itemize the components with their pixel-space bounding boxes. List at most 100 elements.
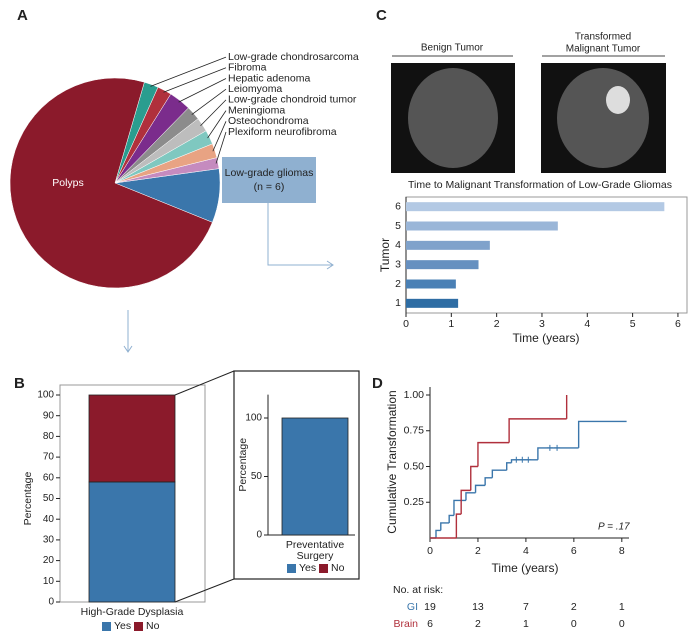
y-tick-label: 0.25 bbox=[404, 496, 425, 508]
step-segment bbox=[453, 499, 466, 516]
bar-segment bbox=[88, 394, 176, 483]
censor-mark bbox=[525, 456, 532, 463]
y-tick-label: 80 bbox=[43, 431, 55, 442]
bar bbox=[406, 240, 490, 250]
y-tick-label: 1 bbox=[395, 297, 401, 309]
risk-count: 0 bbox=[619, 618, 625, 630]
x-tick-label: 4 bbox=[523, 545, 529, 557]
step-segment bbox=[474, 484, 486, 493]
slice-label: Polyps bbox=[52, 177, 84, 189]
step-segment bbox=[448, 514, 454, 523]
step-segment bbox=[477, 441, 510, 467]
chart-title: Time to Malignant Transformation of Low-… bbox=[408, 179, 672, 191]
y-tick-label: 100 bbox=[37, 390, 54, 401]
arrow bbox=[123, 310, 133, 353]
slice-label: Hepatic adenoma bbox=[228, 72, 310, 84]
image-title: Transformed bbox=[575, 32, 631, 43]
leader-line bbox=[207, 110, 227, 139]
censor-mark bbox=[546, 444, 553, 451]
step-segment bbox=[455, 513, 462, 538]
y-tick-label: 20 bbox=[43, 555, 55, 566]
step-segment bbox=[465, 492, 476, 501]
slice-label: Leiomyoma bbox=[228, 83, 282, 95]
bar bbox=[406, 202, 665, 212]
label-box bbox=[222, 157, 316, 203]
x-tick-label: 8 bbox=[619, 545, 625, 557]
step-segment bbox=[577, 420, 627, 448]
step-segment bbox=[460, 489, 471, 515]
legend-swatch bbox=[287, 564, 296, 573]
step-segment bbox=[508, 418, 567, 443]
x-tick-label: 0 bbox=[403, 318, 409, 330]
mri-brain bbox=[408, 68, 498, 168]
x-tick-label: 2 bbox=[475, 545, 481, 557]
bar-segment bbox=[281, 417, 349, 536]
step-segment bbox=[435, 529, 441, 538]
leader-line bbox=[178, 78, 227, 103]
bar bbox=[406, 260, 479, 270]
censor-mark bbox=[554, 444, 561, 451]
image-title: Malignant Tumor bbox=[566, 44, 641, 55]
risk-count: 0 bbox=[571, 618, 577, 630]
legend-swatch bbox=[319, 564, 328, 573]
x-tick-label: 2 bbox=[494, 318, 500, 330]
risk-count: 7 bbox=[523, 601, 529, 613]
annotation: P = .17 bbox=[598, 522, 630, 533]
leader-line bbox=[215, 131, 227, 164]
x-tick-label: 6 bbox=[571, 545, 577, 557]
risk-row-label: Brain bbox=[393, 618, 418, 630]
y-tick-label: 40 bbox=[43, 514, 55, 525]
pie-slice bbox=[9, 77, 213, 289]
slice-label: Low-grade chondroid tumor bbox=[228, 94, 357, 106]
bar-segment bbox=[88, 481, 176, 603]
risk-count: 2 bbox=[571, 601, 577, 613]
slice-label: Plexiform neurofibroma bbox=[228, 126, 337, 138]
y-axis-label: Cumulative Transformation bbox=[385, 390, 399, 533]
risk-title: No. at risk: bbox=[393, 584, 443, 596]
x-tick-label: 0 bbox=[427, 545, 433, 557]
x-tick-label: High-Grade Dysplasia bbox=[81, 606, 184, 618]
step-segment bbox=[484, 477, 493, 486]
step-segment bbox=[440, 522, 450, 531]
legend-swatch bbox=[102, 622, 111, 631]
risk-count: 2 bbox=[475, 618, 481, 630]
y-tick-label: 3 bbox=[395, 258, 401, 270]
y-tick-label: 0.50 bbox=[404, 460, 425, 472]
legend-label: Yes bbox=[299, 562, 316, 574]
y-tick-label: 4 bbox=[395, 239, 401, 251]
y-axis-label: Percentage bbox=[237, 438, 249, 492]
legend-label: No bbox=[146, 620, 160, 632]
leader-line bbox=[150, 56, 227, 87]
x-tick-label: 4 bbox=[584, 318, 590, 330]
legend-swatch bbox=[134, 622, 143, 631]
y-tick-label: 0 bbox=[48, 597, 54, 608]
leader-line bbox=[163, 67, 227, 93]
bar bbox=[406, 221, 558, 231]
y-axis-label: Tumor bbox=[378, 238, 392, 272]
y-tick-label: 50 bbox=[251, 471, 263, 482]
y-tick-label: 0 bbox=[256, 530, 262, 541]
censor-mark bbox=[519, 456, 526, 463]
step-segment bbox=[537, 447, 579, 460]
y-axis-label: Percentage bbox=[22, 471, 34, 525]
slice-label: Osteochondroma bbox=[228, 115, 309, 127]
risk-count: 1 bbox=[523, 618, 529, 630]
step-segment bbox=[506, 462, 512, 471]
risk-count: 1 bbox=[619, 601, 625, 613]
slice-label: Meningioma bbox=[228, 104, 285, 116]
y-tick-label: 50 bbox=[43, 493, 55, 504]
y-tick-label: 90 bbox=[43, 410, 55, 421]
arrow bbox=[267, 203, 334, 270]
y-tick-label: 2 bbox=[395, 278, 401, 290]
y-tick-label: 100 bbox=[245, 413, 262, 424]
panel-label: C bbox=[376, 7, 387, 24]
x-tick-label: Preventative Surgery bbox=[286, 539, 345, 562]
image-title: Benign Tumor bbox=[421, 43, 484, 54]
legend-label: Yes bbox=[114, 620, 131, 632]
x-axis-label: Time (years) bbox=[492, 561, 559, 575]
x-tick-label: 5 bbox=[630, 318, 636, 330]
x-axis-label: Time (years) bbox=[513, 331, 580, 345]
risk-row-label: GI bbox=[407, 601, 418, 613]
